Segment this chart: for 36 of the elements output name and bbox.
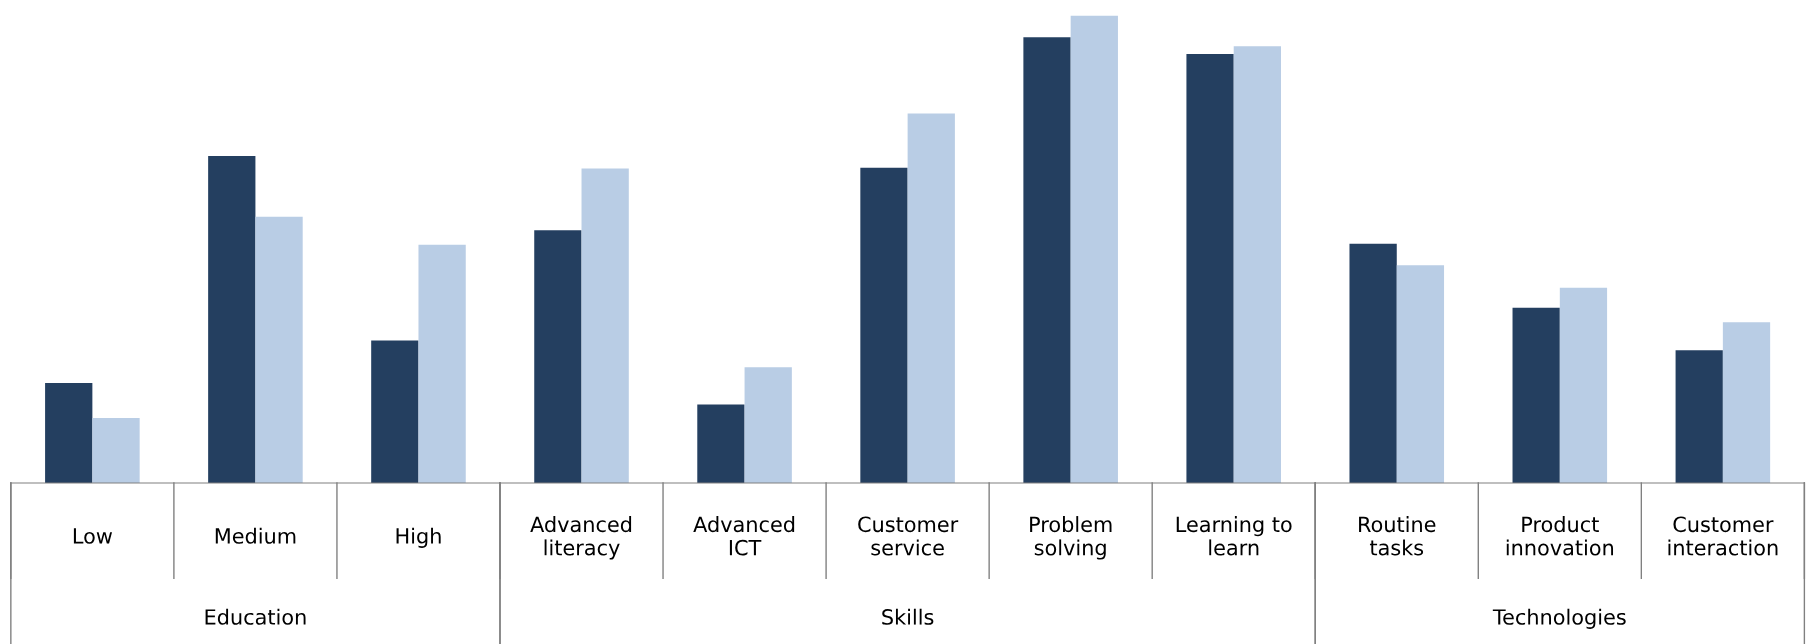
text: Education: [205, 608, 306, 625]
bar: [744, 367, 792, 483]
bar: [1396, 265, 1445, 483]
bar: [1722, 322, 1771, 483]
x-tick-label: Medium: [215, 527, 296, 544]
bar: [1349, 243, 1397, 483]
x-tick-label: Low: [73, 528, 113, 544]
x-tick-label: Learning to learn: [1176, 516, 1292, 556]
bar: [371, 340, 419, 483]
x-tick-label: Customer service: [858, 516, 959, 556]
bar: [1070, 15, 1118, 483]
x-tick-label: Advanced ICT: [693, 516, 795, 556]
x-tick-label: Customer interaction: [1668, 516, 1778, 556]
bar: [208, 155, 256, 483]
bar: [534, 230, 582, 483]
bar: [860, 167, 908, 483]
bar: [1559, 287, 1608, 483]
bar: [581, 168, 629, 483]
bar: [1186, 54, 1234, 483]
bar: [1675, 350, 1723, 483]
text: Technologies: [1492, 608, 1626, 629]
x-tick-label: Problem solving: [1030, 516, 1112, 560]
bar: [907, 113, 955, 483]
x-tick-label: Routine tasks: [1359, 516, 1436, 556]
bar: [418, 244, 466, 483]
x-tick-label: High: [396, 527, 441, 548]
bar: [92, 418, 140, 483]
bar: [45, 383, 93, 483]
bar: [1512, 307, 1560, 483]
x-tick-label: Advanced literacy: [530, 516, 632, 560]
text: Skills: [882, 608, 934, 625]
x-tick-label: Product innovation: [1506, 516, 1614, 556]
bar: [697, 404, 745, 483]
bar: [1233, 46, 1281, 483]
bar: [1023, 37, 1071, 483]
bar: [255, 216, 303, 483]
